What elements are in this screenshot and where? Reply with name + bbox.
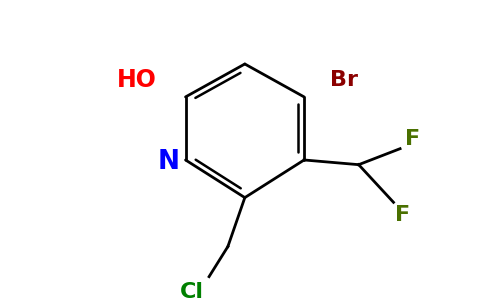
Text: F: F [405, 129, 420, 149]
Text: F: F [395, 205, 410, 224]
Text: N: N [158, 149, 180, 175]
Text: Br: Br [330, 70, 358, 90]
Text: Cl: Cl [180, 282, 204, 300]
Text: HO: HO [117, 68, 156, 92]
